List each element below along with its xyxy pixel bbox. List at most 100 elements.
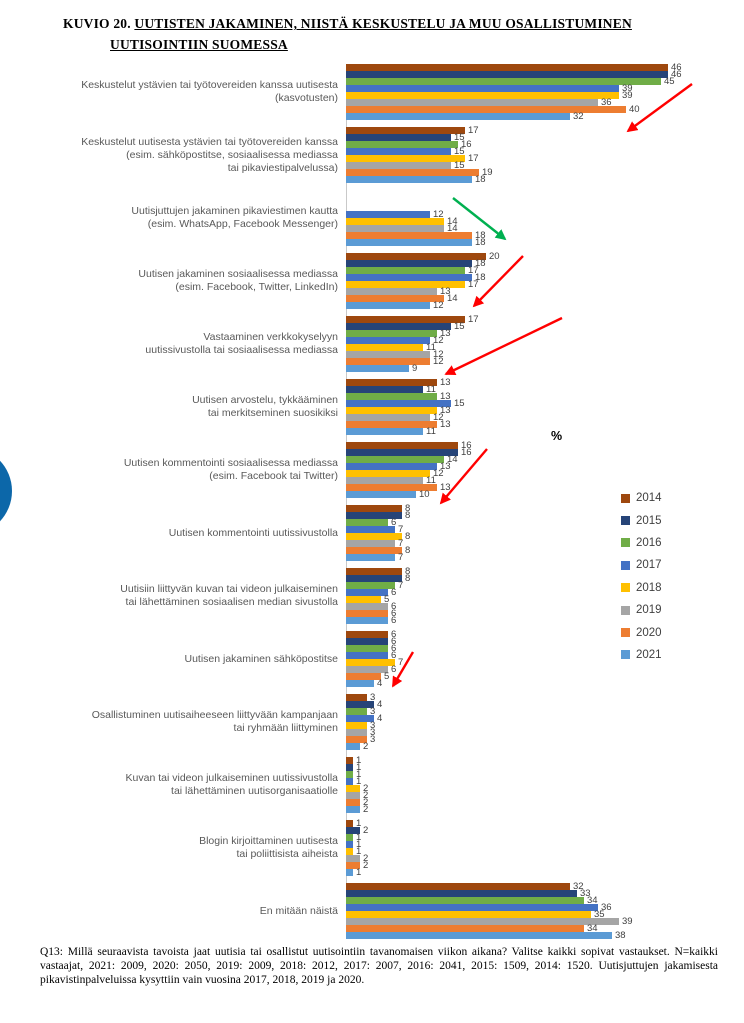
bar-row bbox=[346, 204, 704, 211]
value-label: 16 bbox=[461, 440, 472, 451]
value-label: 2 bbox=[363, 825, 369, 836]
category-label-line: tai poliittisista aiheista bbox=[236, 848, 338, 860]
category-group: Keskustelut ystävien tai työtovereiden k… bbox=[40, 63, 704, 122]
value-label: 2 bbox=[363, 860, 369, 871]
bar-2019 bbox=[346, 540, 395, 547]
bar-2016 bbox=[346, 141, 458, 148]
bar-2020 bbox=[346, 736, 367, 743]
category-label-line: (esim. WhatsApp, Facebook Messenger) bbox=[147, 218, 338, 230]
bar-row: 11 bbox=[346, 385, 704, 394]
bar-2015 bbox=[346, 449, 458, 456]
bar-2019 bbox=[346, 351, 430, 358]
value-label: 4 bbox=[377, 713, 383, 724]
bar-2017 bbox=[346, 85, 619, 92]
value-label: 32 bbox=[573, 881, 584, 892]
category-label: Keskustelut uutisesta ystävien tai työto… bbox=[40, 136, 346, 175]
page-decoration-circle bbox=[0, 447, 12, 535]
category-label-line: (esim. Facebook, Twitter, LinkedIn) bbox=[175, 281, 338, 293]
legend-item-2016: 2016 bbox=[621, 532, 662, 554]
value-label: 38 bbox=[615, 930, 626, 941]
bar-2019 bbox=[346, 855, 360, 862]
legend-swatch bbox=[621, 493, 630, 503]
legend-label: 2014 bbox=[636, 492, 662, 505]
bar-row: 33 bbox=[346, 889, 704, 898]
bar-2019 bbox=[346, 288, 437, 295]
bar-2016 bbox=[346, 393, 437, 400]
legend-item-2018: 2018 bbox=[621, 577, 662, 599]
bar-2017 bbox=[346, 337, 430, 344]
bar-row: 2 bbox=[346, 742, 704, 751]
value-label: 1 bbox=[356, 762, 362, 773]
bar-chart: Keskustelut ystävien tai työtovereiden k… bbox=[40, 63, 704, 946]
bar-row: 2 bbox=[346, 791, 704, 800]
value-label: 7 bbox=[398, 580, 404, 591]
category-label-line: Uutisen kommentointi uutissivustolla bbox=[168, 526, 338, 539]
value-label: 36 bbox=[601, 97, 612, 108]
bar-2019 bbox=[346, 225, 444, 232]
bar-row: 17 bbox=[346, 280, 704, 289]
bar-2018 bbox=[346, 533, 402, 540]
value-label: 13 bbox=[440, 286, 451, 297]
bar-row: 3 bbox=[346, 707, 704, 716]
bar-row: 5 bbox=[346, 595, 704, 604]
legend-item-2017: 2017 bbox=[621, 554, 662, 576]
value-label: 3 bbox=[370, 692, 376, 703]
bar-2016 bbox=[346, 708, 367, 715]
value-label: 13 bbox=[440, 405, 451, 416]
value-label: 2 bbox=[363, 783, 369, 794]
bar-2019 bbox=[346, 666, 388, 673]
category-group: Keskustelut uutisesta ystävien tai työto… bbox=[40, 126, 704, 185]
bar-2016 bbox=[346, 330, 437, 337]
bar-2017 bbox=[346, 400, 451, 407]
bar-2019 bbox=[346, 603, 388, 610]
bar-group: 20 18 17 18 17 13 14 12 bbox=[346, 252, 704, 310]
bar-2021 bbox=[346, 554, 395, 561]
legend-item-2021: 2021 bbox=[621, 644, 662, 666]
bar-row: 14 bbox=[346, 293, 704, 304]
value-label: 8 bbox=[405, 573, 411, 584]
bar-row: 15 bbox=[346, 133, 704, 142]
value-label: 1 bbox=[356, 846, 362, 857]
bar-group: 13 11 13 15 13 12 13 11 bbox=[346, 378, 704, 437]
value-label: 12 bbox=[433, 412, 444, 423]
figure-number: KUVIO 20. bbox=[63, 16, 131, 31]
value-label: 14 bbox=[447, 293, 458, 304]
bar-2019 bbox=[346, 792, 360, 799]
figure-title-line2: UUTISOINTIIN SUOMESSA bbox=[110, 37, 288, 52]
category-label-line: Kuvan tai videon julkaiseminen uutissivu… bbox=[125, 772, 338, 784]
value-label: 11 bbox=[426, 426, 436, 437]
value-label: 46 bbox=[671, 69, 682, 80]
category-label-line: Keskustelut uutisesta ystävien tai työto… bbox=[81, 135, 338, 148]
bar-row: 2 bbox=[346, 853, 704, 864]
bar-2014 bbox=[346, 253, 486, 260]
value-label: 4 bbox=[377, 699, 383, 710]
legend-item-2019: 2019 bbox=[621, 599, 662, 621]
bar-row: 6 bbox=[346, 630, 704, 639]
bar-2021 bbox=[346, 743, 360, 750]
bar-row: 16 bbox=[346, 140, 704, 149]
category-group: Kuvan tai videon julkaiseminen uutissivu… bbox=[40, 756, 704, 815]
bar-2014 bbox=[346, 694, 367, 701]
category-label: Keskustelut ystävien tai työtovereiden k… bbox=[40, 79, 346, 105]
category-label-line: (kasvotusten) bbox=[274, 92, 338, 104]
bar-row: 12 bbox=[346, 336, 704, 345]
bar-row: 8 bbox=[346, 573, 704, 584]
legend: 2014 2015 2016 2017 2018 2019 2020 2021 bbox=[621, 487, 662, 666]
legend-swatch bbox=[621, 628, 630, 638]
value-label: 9 bbox=[412, 363, 418, 374]
value-axis-line bbox=[346, 64, 347, 939]
category-label: Uutisen kommentointi sosiaalisessa media… bbox=[40, 457, 346, 483]
bar-2020 bbox=[346, 547, 402, 554]
bar-2021 bbox=[346, 428, 423, 435]
bar-2018 bbox=[346, 218, 444, 225]
bar-2014 bbox=[346, 442, 458, 449]
bar-row: 12 bbox=[346, 469, 704, 478]
value-label: 4 bbox=[377, 678, 383, 689]
legend-label: 2021 bbox=[636, 648, 662, 661]
bar-2015 bbox=[346, 638, 388, 645]
bar-2020 bbox=[346, 862, 360, 869]
value-label: 2 bbox=[363, 853, 369, 864]
bar-row: 8 bbox=[346, 532, 704, 541]
value-label: 1 bbox=[356, 776, 362, 787]
